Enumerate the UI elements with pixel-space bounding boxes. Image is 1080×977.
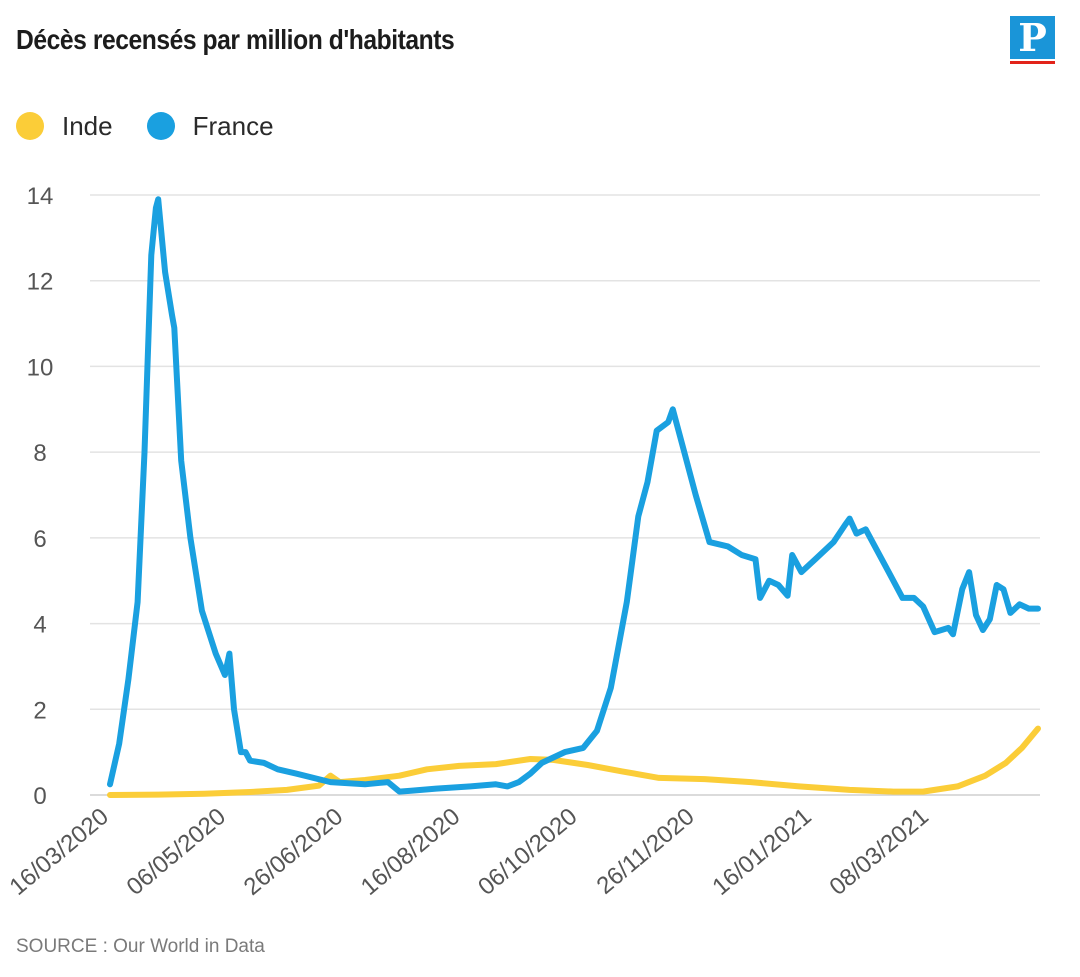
legend-item-france[interactable]: France xyxy=(146,110,274,142)
y-tick-label-8: 8 xyxy=(33,440,46,467)
y-tick-label-14: 14 xyxy=(27,183,54,210)
logo-letter: P xyxy=(1010,16,1055,60)
y-tick-label-12: 12 xyxy=(27,269,54,296)
x-tick-label-7: 08/03/2021 xyxy=(825,803,934,901)
legend-label-inde: Inde xyxy=(62,110,113,141)
legend-label-france: France xyxy=(192,110,274,141)
logo-accent-bar xyxy=(1010,61,1055,64)
legend-swatch-inde xyxy=(16,112,44,140)
y-tick-label-2: 2 xyxy=(33,697,46,724)
x-tick-label-0: 16/03/2020 xyxy=(4,803,113,901)
x-tick-label-6: 16/01/2021 xyxy=(707,803,816,901)
publisher-logo: P xyxy=(1010,16,1055,64)
legend-swatch-france xyxy=(146,112,175,140)
x-tick-label-2: 26/06/2020 xyxy=(239,803,348,901)
x-tick-label-1: 06/05/2020 xyxy=(122,803,231,901)
x-tick-label-3: 16/08/2020 xyxy=(356,803,465,901)
y-tick-label-4: 4 xyxy=(33,612,46,639)
x-tick-label-4: 06/10/2020 xyxy=(473,803,582,901)
y-tick-label-10: 10 xyxy=(27,354,54,381)
line-chart: 0 2 4 6 8 10 12 14 16/03/2020 06/05/2020 26/06/202… xyxy=(4,183,1041,901)
series-line-france xyxy=(107,196,1041,795)
source-note: SOURCE : Our World in Data xyxy=(16,936,265,957)
legend-item-inde[interactable]: Inde xyxy=(16,111,113,142)
y-tick-label-6: 6 xyxy=(33,526,46,553)
chart-legend: Inde France xyxy=(16,108,308,144)
y-tick-label-0: 0 xyxy=(33,783,46,810)
x-tick-label-5: 26/11/2020 xyxy=(592,803,700,900)
chart-title: Décès recensés par million d'habitants xyxy=(16,24,455,55)
